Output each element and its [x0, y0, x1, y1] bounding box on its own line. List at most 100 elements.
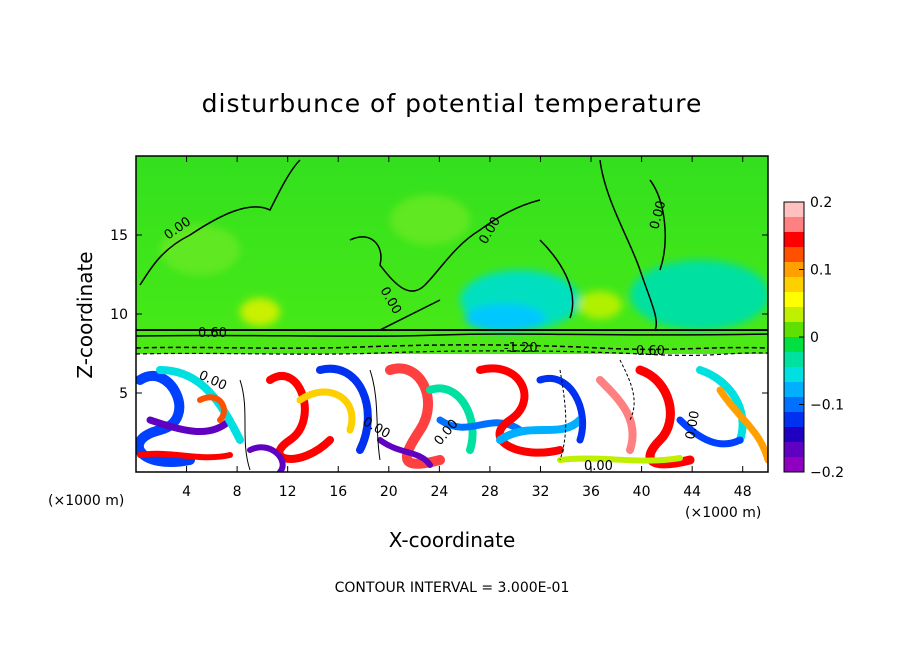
x-tick-label: 16: [329, 484, 347, 500]
swirl: [536, 374, 587, 444]
colorbar-tick-label: 0.2: [810, 195, 832, 211]
x-tick-label: 40: [633, 484, 651, 500]
colorbar-swatch: [784, 322, 804, 338]
convective-layer-background: [136, 354, 768, 472]
chart-title: disturbunce of potential temperature: [202, 89, 703, 118]
x-tick-label: 32: [532, 484, 550, 500]
x-tick-label: 8: [233, 484, 242, 500]
swirl: [426, 384, 477, 454]
colorbar-swatch: [784, 262, 804, 278]
colorbar-swatch: [784, 202, 804, 218]
x-tick-label: 48: [734, 484, 752, 500]
x-tick-label: 20: [380, 484, 398, 500]
lower-contours: [239, 359, 635, 471]
inversion-contours: [136, 329, 768, 356]
upper-patch: [160, 225, 240, 275]
swirl: [266, 372, 334, 463]
swirl: [635, 365, 695, 469]
contour-label: -1.20: [504, 341, 538, 356]
upper-patches: [160, 195, 768, 332]
colorbar-swatch: [784, 352, 804, 368]
swirl: [696, 366, 747, 444]
colorbar-swatch: [784, 457, 804, 473]
swirl: [136, 371, 195, 467]
colorbar-swatch: [784, 337, 804, 353]
x-tick-label: 28: [481, 484, 499, 500]
swirl: [436, 416, 524, 434]
contour-label: 0.00: [647, 199, 669, 231]
y-tick-label: 10: [110, 307, 128, 323]
swirl: [377, 437, 433, 468]
colorbar-swatch: [784, 367, 804, 383]
contour-label: 0.00: [683, 410, 703, 441]
upper-patch: [240, 298, 280, 326]
contour-line: [619, 359, 635, 421]
colorbar-swatch: [784, 292, 804, 308]
colorbar-ticks: 0.2 0.1 0 −0.1 −0.2: [799, 195, 844, 481]
x-axis: 4 8 12 16 20 24 28 32 36 40 44 48: [182, 156, 752, 500]
zero-contours: [139, 159, 666, 331]
swirl: [146, 416, 234, 436]
x-tick-label: 24: [430, 484, 448, 500]
swirl: [247, 444, 286, 472]
swirl: [137, 450, 233, 461]
swirl: [296, 388, 356, 434]
colorbar-swatch: [784, 217, 804, 233]
contour-line: [649, 179, 666, 271]
contour-line: [539, 239, 574, 319]
contour-line: [136, 333, 768, 337]
colorbar-swatch: [784, 277, 804, 293]
x-tick-label: 12: [279, 484, 297, 500]
contour-line: [559, 369, 567, 461]
swirl: [197, 394, 227, 423]
swirl: [156, 366, 244, 444]
x-axis-label: X-coordinate: [389, 528, 516, 552]
swirl: [476, 364, 564, 457]
contour-line: [239, 379, 251, 471]
x-tick-label: 36: [582, 484, 600, 500]
contour-line: [349, 199, 541, 292]
colorbar-tick-label: −0.2: [810, 465, 844, 481]
colorbar-swatch: [784, 232, 804, 248]
colorbar-swatch: [784, 397, 804, 413]
x-unit-label: (×1000 m): [48, 493, 124, 509]
contour-label: 0.60: [636, 344, 665, 359]
upper-patch: [630, 260, 768, 330]
colorbar-swatch: [784, 427, 804, 443]
upper-patch: [578, 291, 622, 319]
swirl: [385, 363, 445, 469]
y-axis: 5 10 15: [110, 228, 768, 402]
contour-line: [139, 159, 301, 286]
colorbar-swatch: [784, 412, 804, 428]
y-tick-label: 5: [119, 386, 128, 402]
contour-interval-note: CONTOUR INTERVAL = 3.000E-01: [335, 580, 570, 596]
colorbar-swatch: [784, 307, 804, 323]
swirl: [557, 455, 683, 464]
swirl: [676, 416, 744, 448]
plot-area: [136, 156, 768, 472]
colorbar-swatch: [784, 247, 804, 263]
swirl: [316, 364, 372, 454]
x-unit-label-right: (×1000 m): [685, 505, 761, 521]
colorbar-tick-label: 0: [810, 330, 819, 346]
upper-patch: [465, 304, 545, 332]
y-tick-label: 15: [110, 228, 128, 244]
contour-label: 0.00: [584, 459, 613, 474]
y-axis-label: Z-coordinate: [73, 251, 97, 378]
swirl: [496, 416, 584, 444]
colorbar-swatch: [784, 442, 804, 458]
contour-line: [599, 159, 658, 331]
contour-line: [379, 299, 441, 331]
colorbar-swatch: [784, 382, 804, 398]
upper-patch: [390, 195, 470, 245]
turbulence-swirls: [136, 363, 768, 472]
swirl: [716, 386, 768, 464]
contour-label: 0.60: [198, 326, 227, 341]
contour-line: [136, 350, 768, 356]
contour-line: [136, 344, 768, 351]
colorbar-tick-label: −0.1: [810, 398, 844, 414]
swirl: [596, 376, 637, 454]
x-tick-label: 4: [182, 484, 191, 500]
colorbar: [784, 202, 804, 473]
